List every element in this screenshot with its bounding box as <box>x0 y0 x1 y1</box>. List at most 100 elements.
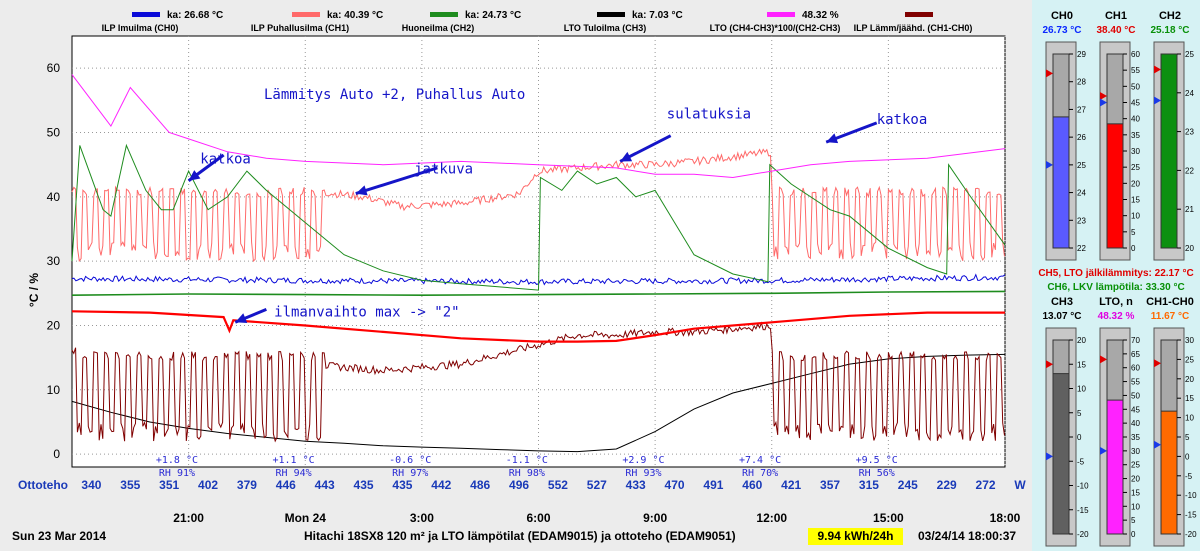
gauge-tick-label: 70 <box>1131 336 1140 345</box>
gauge-setpoint-marker <box>1046 69 1053 78</box>
series-line <box>71 290 1006 297</box>
y-tick-label: 40 <box>47 190 61 204</box>
weather-temp: +1.8 °C <box>156 455 198 466</box>
ottoteho-value: 433 <box>626 478 646 492</box>
gauge-tick-label: 22 <box>1077 244 1086 253</box>
gauge-tick-label: 23 <box>1185 128 1194 137</box>
y-tick-label: 30 <box>47 254 61 268</box>
ottoteho-value: 421 <box>781 478 801 492</box>
gauge-value: 25.18 °C <box>1150 25 1190 36</box>
gauge-tick-label: 26 <box>1077 133 1086 142</box>
ottoteho-value: 446 <box>276 478 296 492</box>
gauge-tick-label: -15 <box>1185 511 1197 520</box>
ottoteho-value: 527 <box>587 478 607 492</box>
x-tick-label: 6:00 <box>526 511 550 525</box>
gauge-fill <box>1052 116 1070 249</box>
gauge-setpoint-marker <box>1154 359 1161 368</box>
ottoteho-value: 357 <box>820 478 840 492</box>
legend-entry: ka: 40.39 °C ILP Puhallusilma (CH1) <box>251 10 383 33</box>
series-line <box>71 143 1006 291</box>
ottoteho-value: 435 <box>392 478 412 492</box>
ottoteho-value: 379 <box>237 478 257 492</box>
chart-canvas: 0 10 20 30 40 50 60 21:00 Mon 24 3:00 6:00 9:00 12:0… <box>18 10 1026 525</box>
ch5-info: CH5, LTO jälkilämmitys: 22.17 °C <box>1038 268 1194 279</box>
ottoteho-value: 442 <box>431 478 451 492</box>
legend-label: ILP Lämm/jäähd. (CH1-CH0) <box>854 23 973 33</box>
gauge-tick-label: 30 <box>1131 147 1140 156</box>
gauge-fill <box>1160 53 1178 249</box>
bottom-gauge: -20 -15 -10 -5 0 5 10 15 20 25 30 <box>1153 327 1197 547</box>
gauge-tick-label: 20 <box>1131 179 1140 188</box>
legend-entry: 48.32 % LTO (CH4-CH3)*100/(CH2-CH3) <box>710 10 841 33</box>
weather-rh: RH 56% <box>859 468 895 479</box>
legend-swatch <box>905 12 933 17</box>
series-line <box>71 74 1006 179</box>
gauge-tick-label: 25 <box>1185 355 1194 364</box>
gauge-tick-label: 25 <box>1131 461 1140 470</box>
gauge-setpoint-marker <box>1100 92 1107 101</box>
gauge-title: LTO, n <box>1099 296 1133 308</box>
gauge-tick-label: 60 <box>1131 364 1140 373</box>
weather-rh: RH 94% <box>276 468 312 479</box>
ottoteho-value: 491 <box>703 478 723 492</box>
gauge-title: CH1-CH0 <box>1146 296 1194 308</box>
legend-stat: ka: 7.03 °C <box>632 10 683 21</box>
gauge-tick-label: 10 <box>1077 385 1086 394</box>
footer-timestamp: 03/24/14 18:00:37 <box>918 529 1017 543</box>
gauge-tick-label: 45 <box>1131 99 1140 108</box>
annotation-text: jatkuva <box>414 162 473 178</box>
gauge-tick-label: -20 <box>1185 530 1197 539</box>
ottoteho-value: 496 <box>509 478 529 492</box>
gauge-min-marker <box>1100 446 1107 455</box>
x-tick-label: 15:00 <box>873 511 904 525</box>
gauge-tick-label: 28 <box>1077 78 1086 87</box>
gauge-title: CH1 <box>1104 10 1127 22</box>
gauge-setpoint-marker <box>1100 355 1107 364</box>
gauge-tick-label: 50 <box>1131 82 1140 91</box>
weather-rh: RH 91% <box>159 468 195 479</box>
x-tick-label: 9:00 <box>643 511 667 525</box>
annotation-text: Lämmitys Auto +2, Puhallus Auto <box>264 87 525 103</box>
gauge-tick-label: 20 <box>1077 336 1086 345</box>
legend-stat: ka: 26.68 °C <box>167 10 223 21</box>
gauge-setpoint-marker <box>1154 65 1161 74</box>
annotation-arrow <box>355 166 438 196</box>
series-line <box>71 321 1005 443</box>
arrow-head <box>826 133 839 144</box>
gauge-tick-label: 0 <box>1131 530 1136 539</box>
gauge-tick-label: 50 <box>1131 391 1140 400</box>
footer-date: Sun 23 Mar 2014 <box>12 529 107 543</box>
gauge-value: 26.73 °C <box>1042 25 1082 36</box>
y-tick-label: 60 <box>47 61 61 75</box>
gauge-tick-label: 10 <box>1131 502 1140 511</box>
ottoteho-value: 229 <box>937 478 957 492</box>
y-tick-label: 50 <box>47 125 61 139</box>
gauge-tick-label: 30 <box>1185 336 1194 345</box>
series-line <box>71 148 1005 263</box>
gauge-tick-label: 40 <box>1131 115 1140 124</box>
gauge-tick-label: 45 <box>1131 405 1140 414</box>
ottoteho-value: 355 <box>120 478 140 492</box>
top-gauge: 22 23 24 25 26 27 28 29 <box>1045 41 1086 261</box>
gauge-tick-label: 27 <box>1077 105 1086 114</box>
ottoteho-label: Ottoteho <box>18 478 68 492</box>
gauge-tick-label: 10 <box>1131 212 1140 221</box>
bottom-gauge: 0 5 10 15 20 25 30 35 40 45 50 55 60 65 70 <box>1099 327 1140 547</box>
gauge-tick-label: -5 <box>1077 457 1085 466</box>
gauge-tick-label: 55 <box>1131 66 1140 75</box>
legend-stat: ka: 24.73 °C <box>465 10 521 21</box>
bottom-gauge: -20 -15 -10 -5 0 5 10 15 20 <box>1045 327 1089 547</box>
series-line <box>71 353 1006 453</box>
legend-swatch <box>597 12 625 17</box>
ottoteho-value: 460 <box>742 478 762 492</box>
legend-label: LTO (CH4-CH3)*100/(CH2-CH3) <box>710 23 841 33</box>
x-tick-label: 12:00 <box>756 511 787 525</box>
x-tick-label: 3:00 <box>410 511 434 525</box>
gauge-tick-label: 0 <box>1131 244 1136 253</box>
ottoteho-value: 470 <box>665 478 685 492</box>
legend-entry: ka: 7.03 °C LTO Tuloilma (CH3) <box>564 10 683 33</box>
gauge-tick-label: 5 <box>1185 433 1190 442</box>
ottoteho-value: 245 <box>898 478 918 492</box>
gauge-title: CH0 <box>1050 10 1073 22</box>
gauge-tick-label: 60 <box>1131 50 1140 59</box>
